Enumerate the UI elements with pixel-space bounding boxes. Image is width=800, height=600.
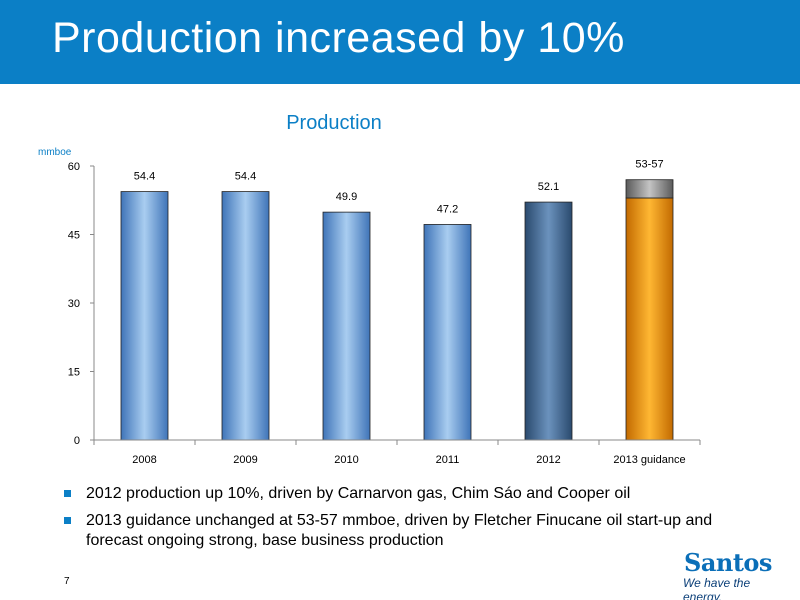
x-tick-label: 2008: [132, 454, 156, 466]
chart-title: Production: [286, 112, 382, 134]
bar-guidance-low: [625, 197, 674, 441]
y-tick-label: 45: [68, 230, 80, 242]
bar-guidance-range: [625, 179, 674, 199]
santos-logo: Santos We have the energy.: [670, 548, 780, 600]
bullet-text: 2012 production up 10%, driven by Carnar…: [86, 485, 631, 502]
x-tick-label: 2009: [233, 454, 257, 466]
bullet-item: 2012 production up 10%, driven by Carnar…: [64, 484, 764, 504]
bullet-list: 2012 production up 10%, driven by Carnar…: [64, 484, 764, 558]
page-number: 7: [64, 576, 70, 587]
data-label: 52.1: [538, 181, 559, 193]
y-tick-label: 60: [68, 161, 80, 173]
bullet-marker-icon: [64, 490, 71, 497]
y-axis: 0 15 30 45 60: [68, 161, 95, 447]
data-label: 54.4: [235, 171, 256, 183]
x-tick-label: 2012: [536, 454, 560, 466]
production-chart: Production mmboe 0 15 30 45 60 54.4 54.4 49.9 4…: [38, 112, 701, 466]
y-tick-label: 15: [68, 367, 80, 379]
bullet-text: 2013 guidance unchanged at 53-57 mmboe, …: [86, 512, 713, 549]
x-tick-label: 2011: [436, 454, 460, 466]
logo-name: Santos: [684, 548, 772, 577]
y-tick-label: 0: [74, 435, 80, 447]
data-label: 47.2: [437, 203, 458, 215]
data-label: 54.4: [134, 171, 155, 183]
bar-2009: [221, 191, 270, 441]
data-label: 53-57: [635, 159, 663, 171]
bar-2010: [322, 211, 371, 441]
data-label: 49.9: [336, 191, 357, 203]
slide-title: Production increased by 10%: [52, 14, 625, 62]
header-bar: Production increased by 10%: [0, 0, 800, 84]
logo-tagline: We have the energy.: [683, 576, 751, 600]
x-tick-label: 2013 guidance: [613, 454, 685, 466]
x-tick-label: 2010: [334, 454, 358, 466]
bar-2012: [524, 201, 573, 441]
bar-2011: [423, 224, 472, 441]
x-axis: 2008 2009 2010 2011 2012 2013 guidance: [93, 439, 701, 466]
bars: 54.4 54.4 49.9 47.2 52.1 53-57: [120, 159, 674, 441]
bullet-item: 2013 guidance unchanged at 53-57 mmboe, …: [64, 511, 764, 551]
y-tick-label: 30: [68, 298, 80, 310]
bullet-marker-icon: [64, 517, 71, 524]
bar-2008: [120, 191, 169, 441]
y-axis-label: mmboe: [38, 147, 72, 158]
